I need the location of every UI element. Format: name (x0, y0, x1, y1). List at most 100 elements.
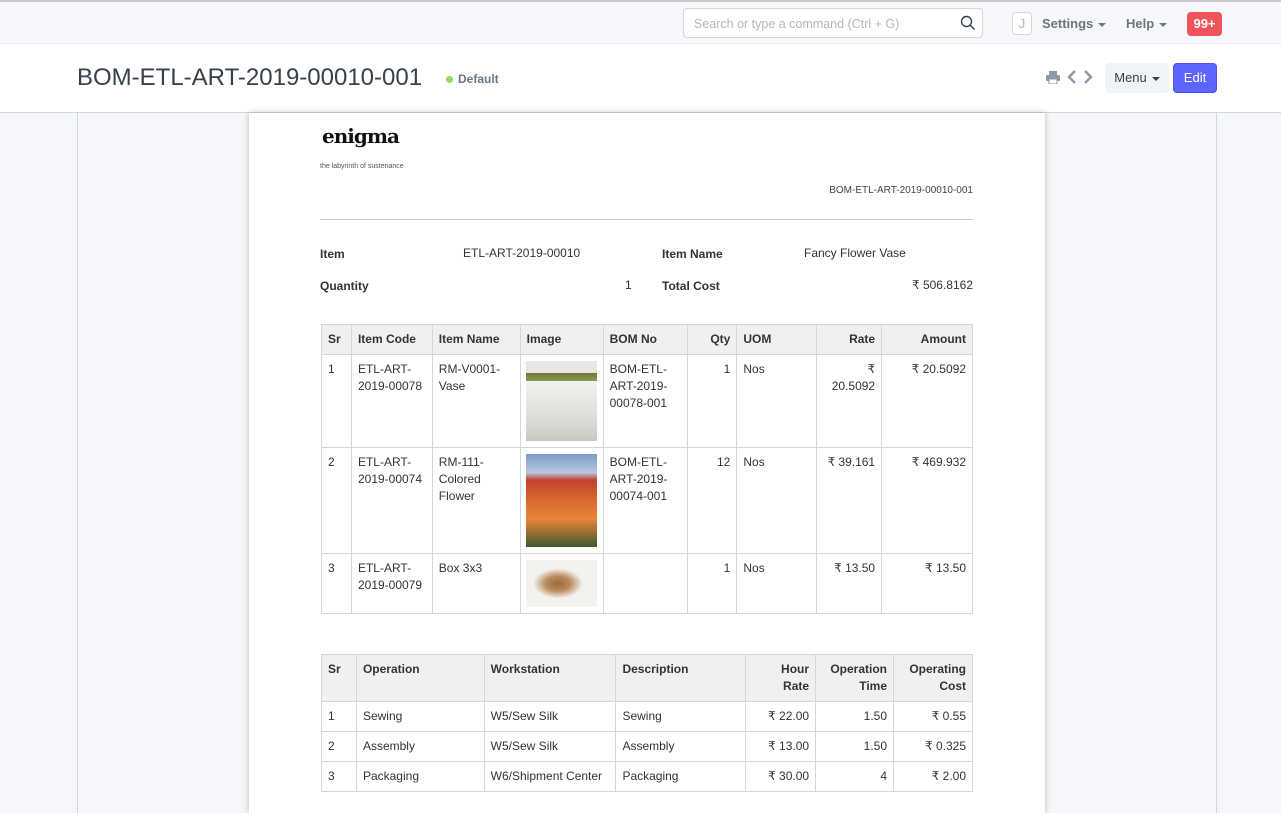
cell-qty: 1 (687, 553, 738, 614)
cell-image (519, 447, 604, 554)
cell-sr: 3 (321, 553, 352, 614)
cell-amount: ₹ 20.5092 (881, 354, 973, 448)
cell-workstation: W5/Sew Silk (483, 701, 617, 732)
operations-table: Sr Operation Workstation Description Hou… (321, 654, 973, 792)
cell-uom: Nos (736, 553, 818, 614)
item-value: ETL-ART-2019-00010 (463, 246, 581, 260)
document-id: BOM-ETL-ART-2019-00010-001 (829, 185, 973, 196)
total-cost-label: Total Cost (662, 279, 720, 293)
table-header: Sr Item Code Item Name Image BOM No Qty … (321, 324, 973, 355)
col-item-name: Item Name (431, 324, 521, 355)
col-bom-no: BOM No (602, 324, 689, 355)
table-row: 1 ETL-ART-2019-00078 RM-V0001-Vase BOM-E… (321, 354, 973, 448)
col-amount: Amount (881, 324, 973, 355)
table-row: 2 Assembly W5/Sew Silk Assembly ₹ 13.00 … (321, 731, 973, 762)
cell-workstation: W5/Sew Silk (483, 731, 617, 762)
item-label: Item (320, 247, 345, 261)
caret-down-icon (1151, 76, 1160, 81)
item-name-label: Item Name (662, 247, 723, 261)
cell-operation-time: 4 (815, 761, 894, 792)
cell-item-code: ETL-ART-2019-00078 (350, 354, 433, 448)
cell-amount: ₹ 469.932 (881, 447, 973, 554)
col-sr: Sr (321, 324, 352, 355)
cell-qty: 1 (687, 354, 738, 448)
menu-button[interactable]: Menu (1105, 63, 1169, 93)
cell-uom: Nos (736, 447, 818, 554)
caret-down-icon (1159, 22, 1168, 27)
col-uom: UOM (736, 324, 818, 355)
table-row: 1 Sewing W5/Sew Silk Sewing ₹ 22.00 1.50… (321, 701, 973, 732)
cell-bom-no: BOM-ETL-ART-2019-00074-001 (602, 447, 689, 554)
col-operation-time: Operation Time (815, 654, 894, 702)
status-label: Default (458, 72, 499, 86)
status-dot-icon (446, 76, 453, 83)
col-operation: Operation (355, 654, 485, 702)
cell-sr: 1 (321, 701, 357, 732)
previous-icon[interactable] (1067, 70, 1077, 84)
col-item-code: Item Code (350, 324, 433, 355)
navbar: Search or type a command (Ctrl + G) J Se… (0, 0, 1281, 44)
cell-item-name: Box 3x3 (431, 553, 521, 614)
cell-bom-no: BOM-ETL-ART-2019-00078-001 (602, 354, 689, 448)
cell-operation-time: 1.50 (815, 731, 894, 762)
cell-description: Sewing (615, 701, 747, 732)
white-pot-image (525, 361, 597, 441)
cell-image (519, 553, 604, 614)
items-table: Sr Item Code Item Name Image BOM No Qty … (321, 324, 973, 614)
col-image: Image (519, 324, 604, 355)
cell-operating-cost: ₹ 0.325 (893, 731, 973, 762)
col-hour-rate: Hour Rate (745, 654, 817, 702)
col-description: Description (615, 654, 747, 702)
notifications-badge[interactable]: 99+ (1187, 12, 1222, 36)
cell-workstation: W6/Shipment Center (483, 761, 617, 792)
settings-label: Settings (1042, 16, 1094, 31)
cell-hour-rate: ₹ 22.00 (745, 701, 817, 732)
cell-item-code: ETL-ART-2019-00079 (350, 553, 433, 614)
settings-dropdown[interactable]: Settings (1042, 16, 1107, 31)
cell-hour-rate: ₹ 30.00 (745, 761, 817, 792)
cell-operating-cost: ₹ 0.55 (893, 701, 973, 732)
table-row: 3 ETL-ART-2019-00079 Box 3x3 1 Nos ₹ 13.… (321, 553, 973, 614)
cell-qty: 12 (687, 447, 738, 554)
quantity-label: Quantity (320, 279, 369, 293)
cell-rate: ₹ 39.161 (816, 447, 883, 554)
company-logo: enigma (322, 124, 400, 148)
cell-operation: Assembly (355, 731, 485, 762)
cell-item-code: ETL-ART-2019-00074 (350, 447, 433, 554)
total-cost-value: ₹ 506.8162 (911, 278, 973, 292)
tulips-image (525, 454, 597, 547)
caret-down-icon (1098, 22, 1107, 27)
logo-tagline: the labyrinth of sustenance (320, 163, 404, 170)
cell-item-name: RM-V0001-Vase (431, 354, 521, 448)
cell-sr: 2 (321, 731, 357, 762)
edit-button[interactable]: Edit (1173, 63, 1217, 93)
table-row: 2 ETL-ART-2019-00074 RM-111-Colored Flow… (321, 447, 973, 554)
status-indicator: Default (446, 72, 499, 86)
item-name-value: Fancy Flower Vase (804, 246, 906, 260)
cell-description: Packaging (615, 761, 747, 792)
search-input[interactable]: Search or type a command (Ctrl + G) (683, 8, 983, 38)
cell-sr: 3 (321, 761, 357, 792)
divider (320, 219, 973, 220)
cell-operation-time: 1.50 (815, 701, 894, 732)
col-operating-cost: Operating Cost (893, 654, 973, 702)
menu-label: Menu (1114, 70, 1147, 85)
page-header: BOM-ETL-ART-2019-00010-001 Default Menu … (0, 44, 1281, 113)
table-row: 3 Packaging W6/Shipment Center Packaging… (321, 761, 973, 792)
cell-sr: 2 (321, 447, 352, 554)
avatar[interactable]: J (1012, 12, 1032, 35)
cell-image (519, 354, 604, 448)
wooden-boxes-image (525, 560, 597, 607)
cell-rate: ₹ 20.5092 (816, 354, 883, 448)
cell-operation: Packaging (355, 761, 485, 792)
col-workstation: Workstation (483, 654, 617, 702)
col-qty: Qty (687, 324, 738, 355)
print-icon[interactable] (1046, 71, 1060, 84)
cell-operating-cost: ₹ 2.00 (893, 761, 973, 792)
col-rate: Rate (816, 324, 883, 355)
cell-uom: Nos (736, 354, 818, 448)
search-placeholder: Search or type a command (Ctrl + G) (694, 17, 900, 31)
help-dropdown[interactable]: Help (1126, 16, 1168, 31)
next-icon[interactable] (1083, 70, 1093, 84)
table-header: Sr Operation Workstation Description Hou… (321, 654, 973, 702)
